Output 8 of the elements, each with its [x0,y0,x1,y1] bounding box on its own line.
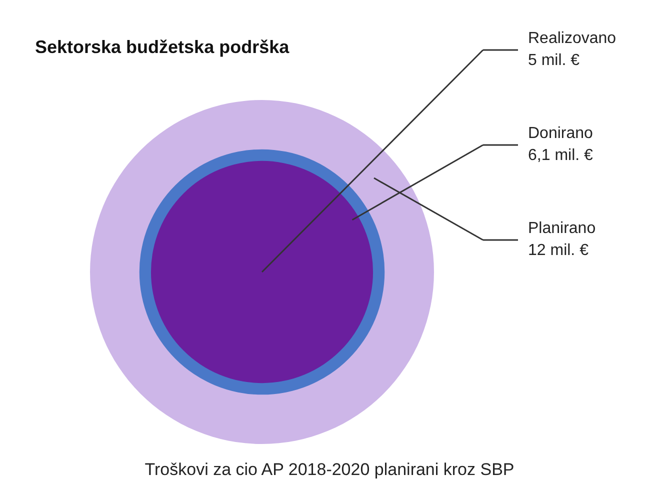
text: Sektorska budžetska podrška [35,37,290,57]
data-label: 12 mil. € [528,242,589,259]
category-label: Planirano [528,220,596,237]
text: Troškovi za cio AP 2018-2020 planirani kroz SBP [144,460,514,479]
category-label: Donirano [528,125,594,142]
data-label: 5 mil. € [528,52,580,69]
category-label: Realizovano [528,30,616,47]
data-label: 6,1 mil. € [528,147,594,164]
